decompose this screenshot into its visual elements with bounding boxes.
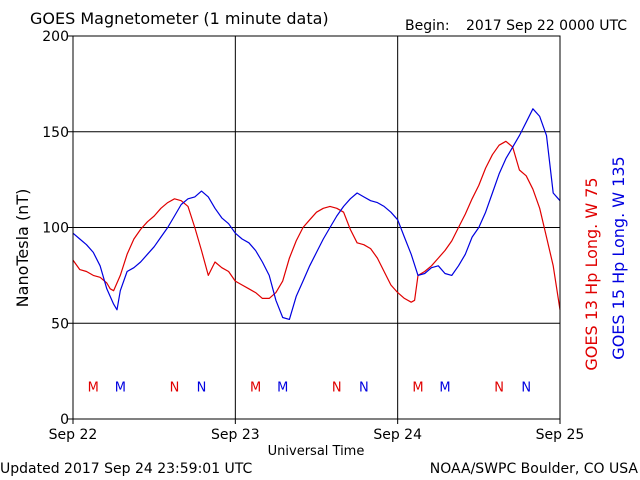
x-axis-label: Universal Time — [268, 444, 365, 459]
series-lines — [72, 108, 561, 320]
annotation-marker: M — [115, 380, 126, 395]
annotation-marker: N — [332, 380, 342, 395]
y-tick-label: 100 — [42, 221, 69, 237]
annotation-marker: M — [250, 380, 261, 395]
annotation-marker: M — [412, 380, 423, 395]
annotation-marker: N — [170, 380, 180, 395]
annotation-marker: M — [88, 380, 99, 395]
x-tick-label: Sep 25 — [536, 427, 585, 443]
x-tick-label: Sep 24 — [373, 427, 422, 443]
legend-goes15: GOES 15 Hp Long. W 135 — [609, 156, 628, 359]
annotation-marker: N — [521, 380, 531, 395]
y-tick-label: 200 — [42, 29, 69, 45]
y-axis-label: NanoTesla (nT) — [13, 189, 32, 308]
x-tick-label: Sep 22 — [49, 427, 98, 443]
begin-value: 2017 Sep 22 0000 UTC — [466, 18, 627, 34]
annotation-marker: N — [494, 380, 504, 395]
annotation-marker: N — [197, 380, 207, 395]
begin-label: Begin: — [405, 18, 450, 34]
chart-title: GOES Magnetometer (1 minute data) — [30, 9, 329, 28]
y-axis-ticks: 0 50 100 150 200 — [42, 29, 73, 428]
grid-lines — [73, 36, 560, 419]
y-tick-label: 50 — [51, 316, 69, 332]
updated-timestamp: Updated 2017 Sep 24 23:59:01 UTC — [0, 461, 253, 477]
legend-goes13: GOES 13 Hp Long. W 75 — [582, 177, 601, 370]
x-axis-ticks: Sep 22 Sep 23 Sep 24 Sep 25 — [49, 419, 585, 443]
x-tick-label: Sep 23 — [211, 427, 260, 443]
annotation-marker: M — [277, 380, 288, 395]
credit-text: NOAA/SWPC Boulder, CO USA — [430, 461, 639, 477]
series-line-goes15 — [72, 108, 561, 320]
annotation-marker: N — [359, 380, 369, 395]
annotation-marker: M — [439, 380, 450, 395]
series-line-goes13 — [72, 140, 561, 310]
y-tick-label: 150 — [42, 125, 69, 141]
y-tick-label: 0 — [60, 412, 69, 428]
